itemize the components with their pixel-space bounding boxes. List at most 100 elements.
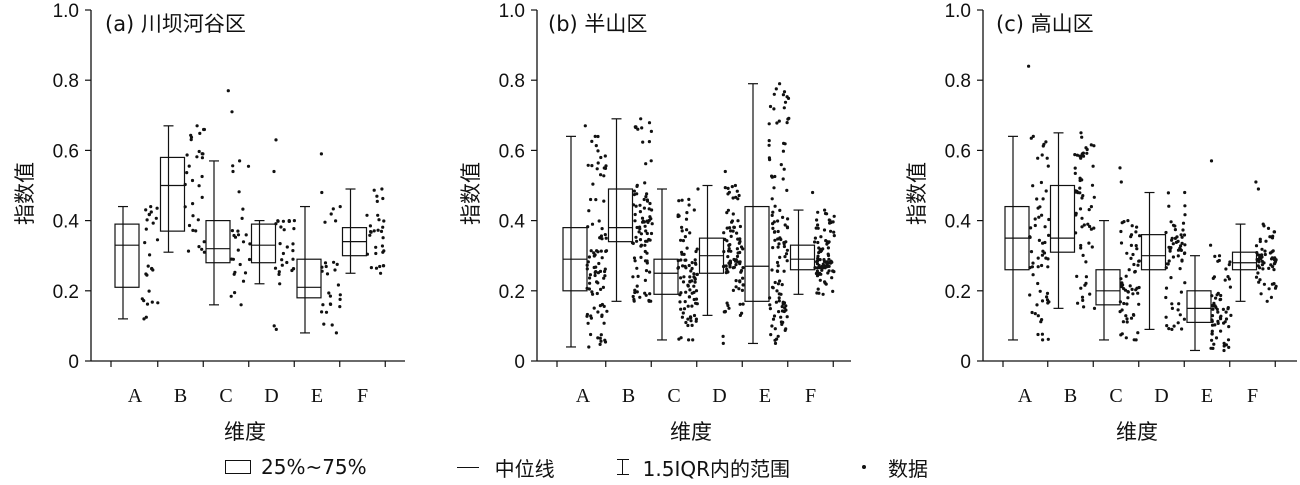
- data-point: [773, 327, 777, 331]
- data-point: [324, 264, 328, 269]
- data-point: [1212, 301, 1216, 305]
- data-point: [1119, 277, 1123, 281]
- data-point: [775, 289, 779, 293]
- data-point: [633, 212, 637, 217]
- data-point: [1181, 221, 1186, 225]
- data-point: [692, 313, 697, 318]
- data-point: [676, 214, 680, 219]
- data-point: [1119, 180, 1123, 184]
- data-point: [187, 223, 192, 228]
- data-point: [638, 238, 643, 242]
- data-point: [1047, 233, 1051, 237]
- data-point: [741, 266, 745, 270]
- data-point: [1045, 156, 1049, 160]
- data-point: [1137, 259, 1141, 263]
- data-point: [1080, 216, 1084, 220]
- data-point: [1033, 312, 1037, 316]
- data-point: [735, 247, 740, 251]
- data-point: [595, 291, 599, 296]
- data-point: [730, 220, 734, 224]
- data-point: [678, 300, 682, 304]
- data-point: [604, 164, 608, 168]
- x-tick-label: C: [219, 385, 232, 407]
- data-point: [1254, 244, 1259, 248]
- data-point: [338, 305, 342, 309]
- box: [1049, 184, 1076, 253]
- data-point: [696, 187, 700, 191]
- data-point: [588, 276, 592, 280]
- data-point: [1167, 327, 1171, 331]
- data-point: [826, 246, 831, 250]
- data-point: [1182, 317, 1186, 321]
- data-point: [738, 313, 743, 317]
- data-point: [771, 246, 775, 250]
- data-point: [781, 215, 785, 219]
- data-point: [1274, 284, 1278, 288]
- data-point: [644, 195, 648, 199]
- data-point: [1266, 226, 1271, 230]
- data-point: [826, 271, 830, 275]
- data-point: [776, 282, 781, 286]
- data-point: [1254, 275, 1259, 279]
- data-point: [635, 225, 639, 230]
- data-point: [782, 241, 786, 245]
- data-point: [632, 193, 637, 197]
- data-point: [1130, 287, 1134, 291]
- data-point: [1227, 325, 1231, 329]
- data-point: [1170, 302, 1174, 306]
- data-point: [782, 90, 787, 94]
- data-point: [682, 275, 686, 279]
- data-point: [823, 281, 827, 285]
- data-point: [727, 306, 731, 310]
- data-point: [685, 228, 689, 232]
- data-point: [681, 239, 686, 243]
- data-point: [320, 269, 324, 273]
- data-point: [738, 280, 742, 284]
- data-point: [776, 237, 780, 241]
- x-tick-label: A: [128, 385, 143, 407]
- data-point: [382, 264, 386, 268]
- data-point: [777, 296, 781, 300]
- y-tick-label: 1.0: [53, 1, 79, 22]
- data-point: [645, 261, 649, 265]
- data-point: [1040, 213, 1044, 217]
- data-point: [782, 167, 786, 171]
- data-point: [1227, 345, 1231, 349]
- data-point: [685, 246, 689, 250]
- data-point: [592, 306, 596, 310]
- data-point: [241, 240, 246, 244]
- x-tick-label: B: [174, 385, 187, 407]
- data-point: [642, 206, 647, 210]
- data-point: [648, 201, 652, 206]
- data-point: [644, 162, 648, 166]
- data-point: [831, 220, 835, 224]
- data-point: [1267, 287, 1271, 291]
- data-point: [1271, 265, 1275, 269]
- data-point: [650, 208, 654, 212]
- data-point: [185, 171, 189, 175]
- data-point: [1118, 166, 1122, 170]
- data-point: [156, 301, 160, 305]
- data-point: [639, 117, 643, 121]
- legend-box-label: 25%~75%: [261, 455, 367, 479]
- data-point: [1125, 317, 1129, 321]
- data-point: [778, 208, 782, 212]
- data-point: [645, 199, 650, 203]
- data-point: [722, 231, 726, 235]
- x-tick-label: E: [1201, 385, 1213, 407]
- data-point: [598, 336, 602, 340]
- data-point: [680, 229, 684, 233]
- data-point: [1129, 243, 1133, 247]
- data-point: [784, 327, 788, 331]
- data-point: [1074, 211, 1078, 216]
- box: [789, 244, 816, 271]
- data-point: [320, 190, 324, 195]
- data-point: [1041, 197, 1045, 201]
- data-point: [1229, 313, 1233, 317]
- data-point: [1124, 314, 1128, 318]
- data-point: [1125, 251, 1129, 255]
- data-point: [595, 280, 599, 284]
- data-point: [781, 93, 786, 97]
- y-tick-label: 0.4: [499, 212, 526, 233]
- data-point: [731, 196, 735, 200]
